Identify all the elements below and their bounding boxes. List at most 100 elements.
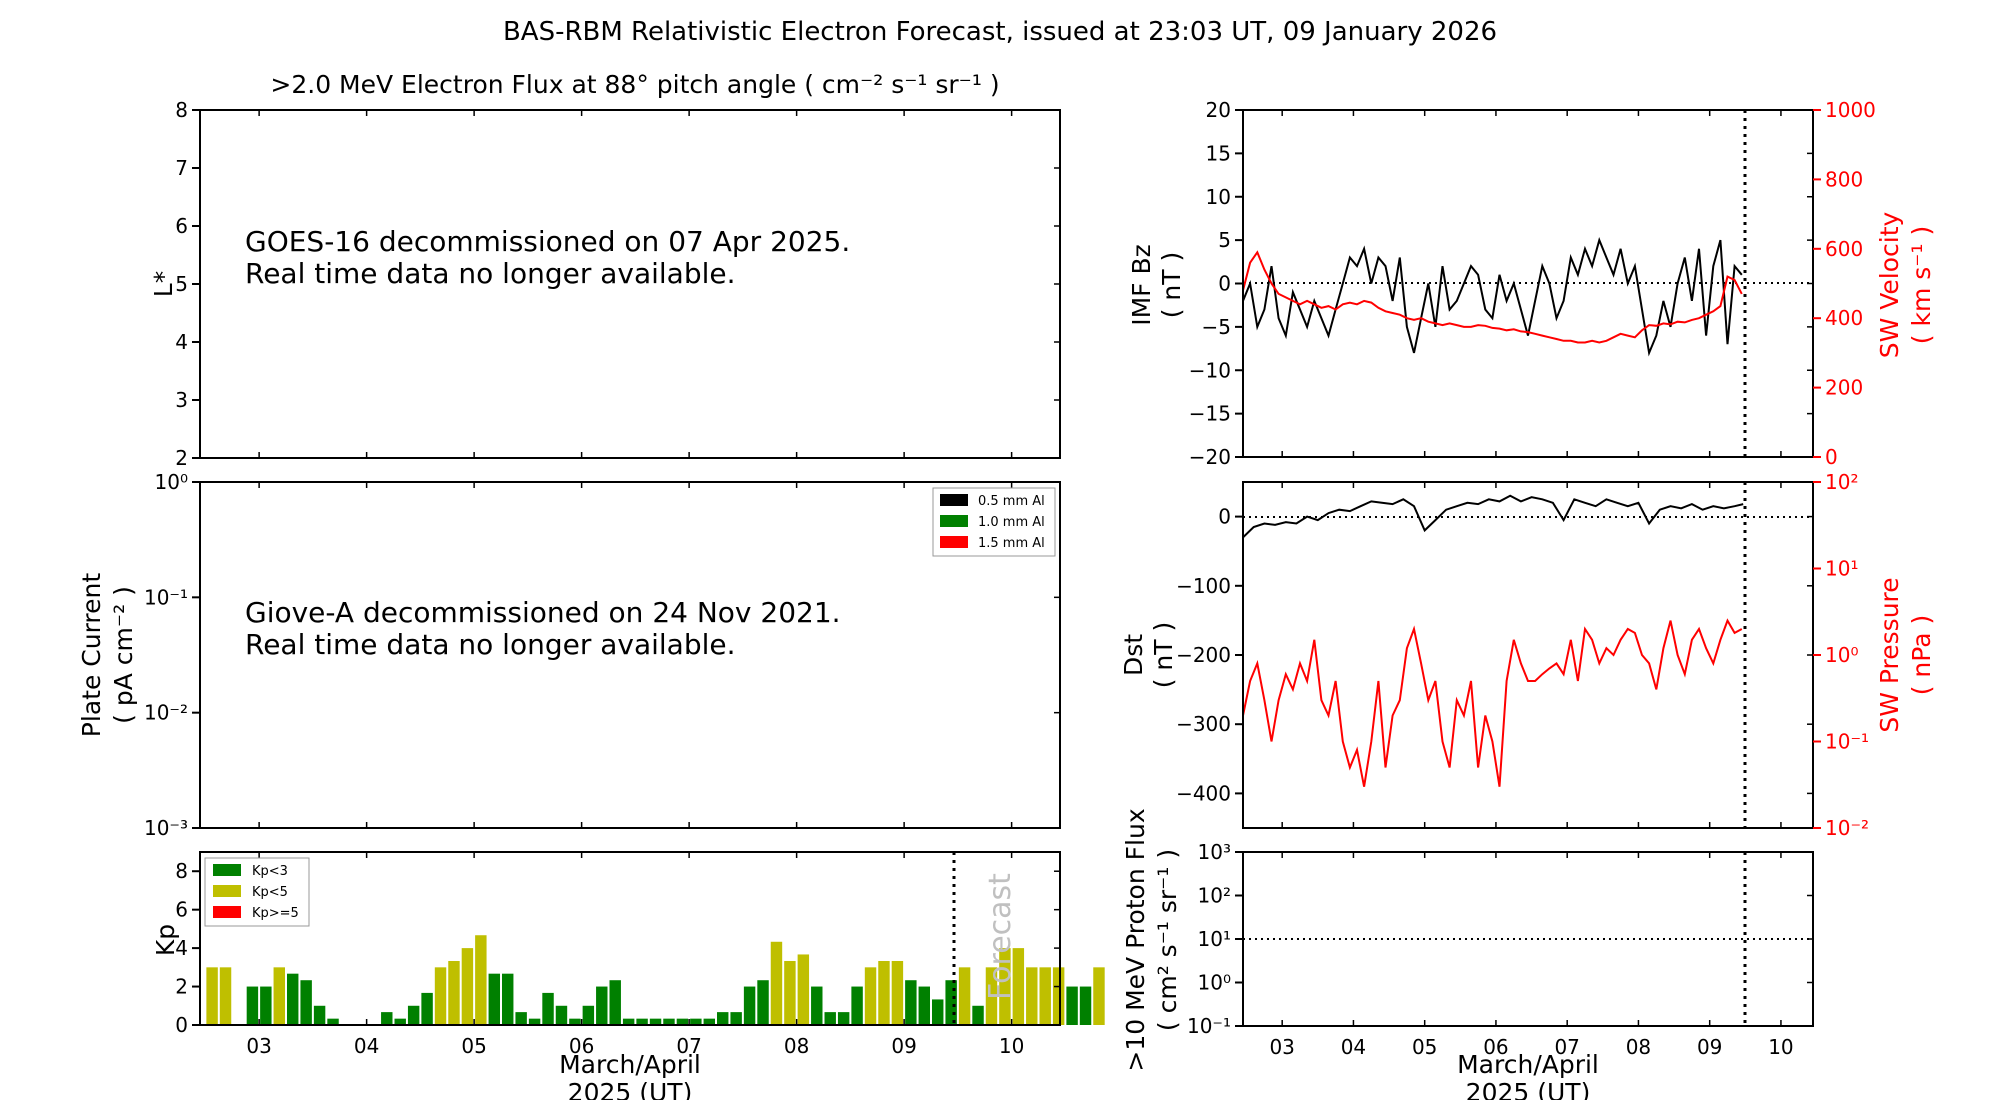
proton-flux-y-tick-label: 10¹	[1198, 927, 1231, 951]
sw-velocity-y-ticks: 0 200 400 600 800 1000	[1813, 98, 1876, 469]
imf-panel: −20 −15 −10 −5 0 5 10 15 20 0 200 400 600 800 1000 IM…	[1127, 98, 1936, 469]
plate-current-y-tick-label: 10⁻¹	[144, 585, 188, 609]
sw-pressure-y-ticks: 10⁻² 10⁻¹ 10⁰ 10¹ 10²	[1813, 470, 1869, 840]
kp-bar	[609, 980, 621, 1025]
proton-flux-x-tick-label: 06	[1483, 1035, 1508, 1059]
legend-swatch-1-0mm	[940, 515, 968, 527]
sw-pressure-y-tick-label: 10⁻¹	[1825, 730, 1869, 754]
kp-bar	[663, 1018, 675, 1025]
kp-bar	[690, 1018, 702, 1025]
kp-bar	[327, 1018, 339, 1025]
legend-label-1-0mm: 1.0 mm Al	[978, 515, 1045, 530]
kp-bar	[972, 1005, 984, 1025]
proton-flux-y-tick-label: 10⁻¹	[1187, 1014, 1231, 1038]
figure-title: BAS-RBM Relativistic Electron Forecast, …	[503, 17, 1497, 47]
kp-bar	[891, 960, 904, 1025]
plate-current-y-tick-label: 10⁻²	[144, 701, 188, 725]
proton-flux-y-label-line2: ( cm² s⁻¹ sr⁻¹ )	[1153, 849, 1182, 1031]
sw-velocity-y-tick-label: 0	[1825, 445, 1838, 469]
plate-current-legend: 0.5 mm Al 1.0 mm Al 1.5 mm Al	[932, 487, 1056, 557]
kp-forecast-label: Forecast	[983, 873, 1018, 1000]
dst-y-ticks: −400 −300 −200 −100 0	[1176, 505, 1813, 805]
kp-y-label: Kp	[151, 924, 180, 956]
kp-bar	[1026, 967, 1038, 1025]
plate-current-y-ticks: 10⁻³ 10⁻² 10⁻¹ 10⁰	[144, 470, 1060, 840]
kp-bar	[958, 967, 971, 1025]
dst-y-label-line1: Dst	[1119, 634, 1148, 676]
kp-bar	[1093, 967, 1105, 1025]
kp-bar	[770, 941, 783, 1025]
kp-bar	[811, 986, 823, 1025]
kp-bar	[743, 986, 756, 1025]
kp-bar	[717, 1012, 729, 1025]
kp-panel: Forecast 0 2 4 6 8 03 04 05 06 07 08 09 10 Kp Kp<3 …	[151, 851, 1105, 1100]
sw-pressure-y-tick-label: 10⁰	[1825, 643, 1858, 667]
electron-flux-y-tick-label: 7	[175, 156, 188, 180]
legend-label-0-5mm: 0.5 mm Al	[978, 494, 1045, 509]
kp-y-tick-label: 2	[175, 975, 188, 999]
kp-bar	[797, 954, 810, 1025]
kp-bar	[1079, 986, 1092, 1025]
kp-bar	[394, 1018, 406, 1025]
electron-flux-y-tick-label: 6	[175, 214, 188, 238]
sw-pressure-y-label-line1: SW Pressure	[1875, 577, 1904, 732]
sw-velocity-series-line	[1242, 250, 1743, 344]
kp-bar	[1012, 948, 1025, 1025]
kp-x-tick-label: 08	[784, 1034, 809, 1058]
dst-y-label-line2: ( nT )	[1149, 622, 1178, 689]
sw-velocity-y-tick-label: 1000	[1825, 98, 1876, 122]
plate-current-y-label-line2: ( pA cm⁻² )	[109, 586, 138, 724]
right-x-label-line2: 2025 (UT)	[1466, 1078, 1591, 1100]
sw-velocity-y-tick-label: 400	[1825, 306, 1863, 330]
kp-bar	[273, 967, 285, 1025]
electron-flux-panel: >2.0 MeV Electron Flux at 88° pitch angl…	[149, 70, 1061, 470]
proton-flux-y-label-line1: >10 MeV Proton Flux	[1121, 808, 1150, 1071]
kp-y-tick-label: 6	[175, 898, 188, 922]
electron-flux-y-tick-label: 5	[175, 272, 188, 296]
dst-y-tick-label: 0	[1218, 505, 1231, 529]
imf-y-tick-label: −5	[1202, 315, 1231, 339]
kp-bar	[582, 1005, 595, 1025]
sw-velocity-y-tick-label: 600	[1825, 237, 1863, 261]
kp-x-tick-label: 06	[569, 1034, 594, 1058]
electron-flux-y-tick-label: 8	[175, 98, 188, 122]
imf-y-tick-label: −15	[1189, 402, 1231, 426]
proton-flux-x-tick-label: 07	[1554, 1035, 1579, 1059]
kp-legend-label-high: Kp>=5	[252, 906, 299, 921]
plate-current-y-tick-label: 10⁻³	[144, 816, 188, 840]
sw-pressure-y-tick-label: 10⁻²	[1825, 816, 1869, 840]
imf-y-tick-label: 15	[1206, 141, 1231, 165]
kp-bar	[555, 1005, 568, 1025]
kp-bar	[945, 980, 957, 1025]
kp-legend-swatch-high	[213, 906, 241, 918]
kp-bar	[260, 986, 272, 1025]
proton-flux-y-tick-label: 10²	[1198, 884, 1231, 908]
legend-swatch-0-5mm	[940, 494, 968, 506]
sw-velocity-y-tick-label: 200	[1825, 376, 1863, 400]
electron-flux-y-tick-label: 2	[175, 446, 188, 470]
kp-x-tick-label: 07	[676, 1034, 701, 1058]
proton-flux-x-tick-label: 08	[1626, 1035, 1651, 1059]
kp-bar	[905, 980, 917, 1025]
kp-bar	[528, 1018, 541, 1025]
kp-bar	[515, 1012, 527, 1025]
dst-y-tick-label: −300	[1176, 712, 1231, 736]
kp-bar	[287, 973, 299, 1025]
imf-y-tick-label: −10	[1189, 358, 1231, 382]
legend-label-1-5mm: 1.5 mm Al	[978, 536, 1045, 551]
kp-bar	[596, 986, 608, 1025]
kp-bar	[542, 992, 554, 1025]
kp-bar	[999, 948, 1011, 1025]
proton-flux-x-tick-label: 09	[1697, 1035, 1722, 1059]
imf-y-tick-label: 5	[1218, 228, 1231, 252]
kp-legend-swatch-low	[213, 864, 241, 876]
electron-flux-title: >2.0 MeV Electron Flux at 88° pitch angl…	[270, 70, 999, 99]
kp-bar	[246, 986, 259, 1025]
kp-bar	[703, 1018, 715, 1025]
sw-velocity-y-label-line1: SW Velocity	[1875, 211, 1904, 358]
dst-y-tick-label: −400	[1176, 781, 1231, 805]
kp-bar	[421, 992, 433, 1025]
kp-y-tick-label: 0	[175, 1013, 188, 1037]
